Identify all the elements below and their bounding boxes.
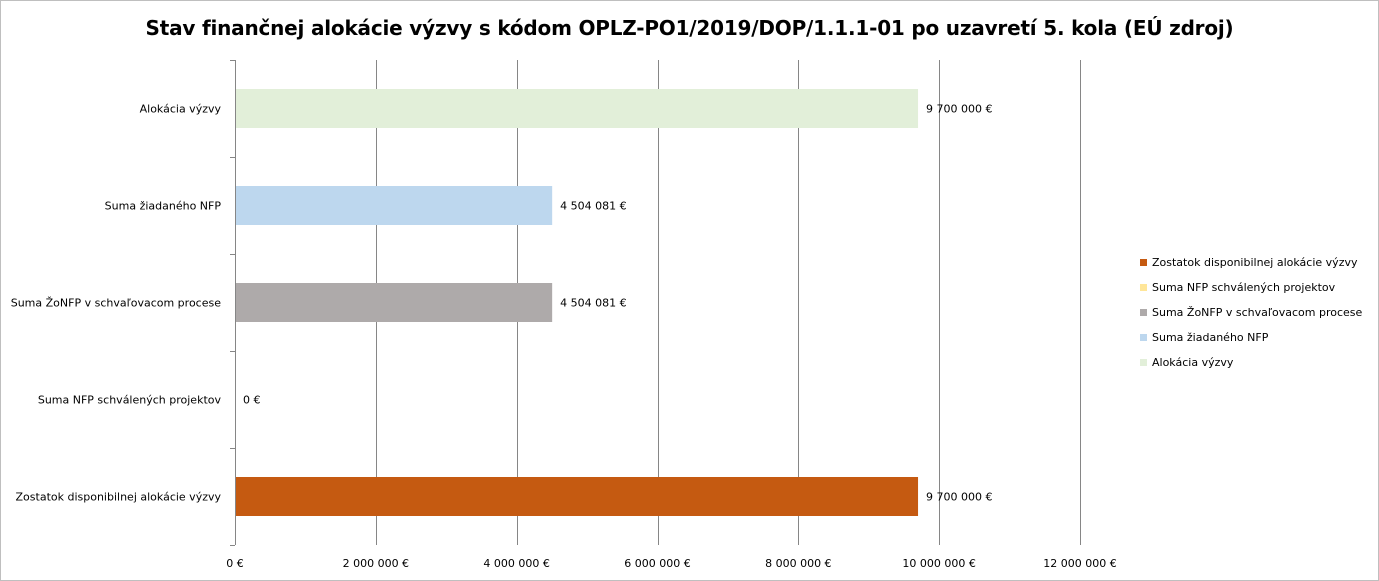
- category-label: Suma ŽoNFP v schvaľovacom procese: [11, 297, 222, 310]
- x-tick-label: 8 000 000 €: [765, 557, 831, 570]
- legend-swatch: [1140, 284, 1147, 291]
- x-tick-label: 4 000 000 €: [483, 557, 549, 570]
- chart-title: Stav finančnej alokácie výzvy s kódom OP…: [145, 16, 1234, 40]
- legend-swatch: [1140, 359, 1147, 366]
- category-label: Suma NFP schválených projektov: [38, 394, 222, 407]
- legend-label: Suma NFP schválených projektov: [1152, 281, 1336, 294]
- legend-item: Alokácia výzvy: [1140, 350, 1362, 375]
- legend-label: Alokácia výzvy: [1152, 356, 1234, 369]
- bar: [236, 186, 553, 225]
- data-label: 4 504 081 €: [560, 297, 626, 310]
- data-label: 0 €: [243, 394, 261, 407]
- bar: [236, 477, 919, 516]
- x-tick-label: 0 €: [226, 557, 244, 570]
- legend-swatch: [1140, 309, 1147, 316]
- bar: [236, 89, 919, 128]
- legend-label: Zostatok disponibilnej alokácie výzvy: [1152, 256, 1358, 269]
- legend-item: Zostatok disponibilnej alokácie výzvy: [1140, 250, 1362, 275]
- legend-item: Suma ŽoNFP v schvaľovacom procese: [1140, 300, 1362, 325]
- legend-label: Suma ŽoNFP v schvaľovacom procese: [1152, 306, 1363, 319]
- legend-item: Suma NFP schválených projektov: [1140, 275, 1362, 300]
- x-tick-label: 6 000 000 €: [624, 557, 690, 570]
- category-label: Suma žiadaného NFP: [105, 200, 222, 213]
- legend-swatch: [1140, 334, 1147, 341]
- category-label: Zostatok disponibilnej alokácie výzvy: [16, 491, 222, 504]
- legend-label: Suma žiadaného NFP: [1152, 331, 1269, 344]
- x-tick-label: 2 000 000 €: [343, 557, 409, 570]
- data-label: 9 700 000 €: [926, 103, 992, 116]
- legend-item: Suma žiadaného NFP: [1140, 325, 1362, 350]
- chart-legend: Zostatok disponibilnej alokácie výzvy Sum…: [1140, 250, 1362, 375]
- bar: [236, 283, 553, 322]
- data-label: 4 504 081 €: [560, 200, 626, 213]
- x-tick-label: 10 000 000 €: [902, 557, 975, 570]
- category-label: Alokácia výzvy: [140, 103, 222, 116]
- x-tick-label: 12 000 000 €: [1043, 557, 1116, 570]
- data-label: 9 700 000 €: [926, 491, 992, 504]
- legend-swatch: [1140, 259, 1147, 266]
